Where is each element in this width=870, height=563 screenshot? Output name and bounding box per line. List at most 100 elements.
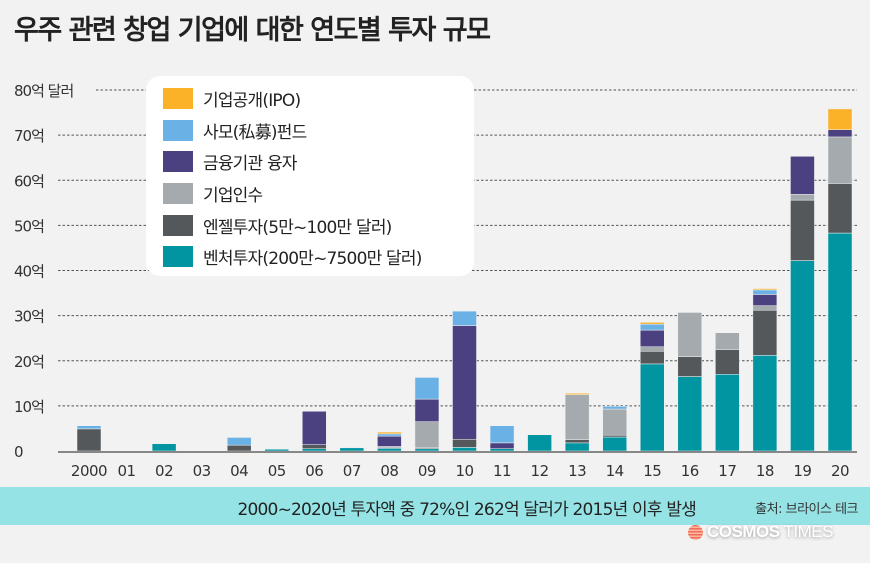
- bar-stack-20: [827, 108, 853, 452]
- legend-label: 기업공개(IPO): [203, 90, 301, 111]
- bar-segment: [752, 289, 778, 295]
- bar-segment: [677, 376, 703, 452]
- legend-label: 사모(私募)펀드: [203, 122, 307, 143]
- bar-segment: [452, 447, 477, 452]
- bar-segment: [602, 434, 627, 438]
- source-credit: 출처: 브라이스 테크: [755, 502, 858, 517]
- bar-segment: [640, 323, 665, 331]
- legend-item-private-fund: 사모(私募)펀드: [163, 117, 307, 143]
- bar-segment: [752, 355, 778, 452]
- bar-segment: [790, 199, 815, 261]
- bar-segment: [602, 408, 627, 436]
- logo-bold: COSMOS: [707, 522, 780, 541]
- bar-segment: [489, 442, 515, 449]
- bar-segment: [489, 425, 515, 444]
- legend: 기업공개(IPO) 사모(私募)펀드 금융기관 융자 기업인수 엔젤투자(5만~…: [146, 76, 474, 276]
- x-tick-label: 15: [643, 462, 661, 480]
- y-tick-label: 60억: [14, 172, 44, 190]
- x-tick-label: 2000: [71, 462, 107, 480]
- bar-segment: [527, 434, 552, 452]
- legend-swatch: [163, 119, 193, 141]
- bar-segment: [339, 447, 365, 452]
- summary-banner: 2000~2020년 투자액 중 72%인 262억 달러가 2015년 이후 …: [0, 487, 870, 525]
- x-tick-label: 13: [568, 462, 586, 480]
- bar-segment: [226, 437, 252, 446]
- y-tick-label: 80억 달러: [14, 82, 73, 100]
- cosmos-times-logo: COSMOS TIMES: [688, 522, 833, 542]
- bar-stack-11: [489, 425, 515, 452]
- bar-stack-12: [527, 434, 552, 452]
- bar-segment: [302, 411, 327, 445]
- bar-segment: [414, 421, 440, 449]
- bar-stack-17: [715, 332, 740, 452]
- bar-segment: [752, 288, 778, 291]
- bar-stack-02: [151, 443, 177, 452]
- bar-stack-14: [602, 406, 627, 452]
- bar-segment: [827, 232, 853, 452]
- logo-thin: TIMES: [779, 522, 833, 541]
- bar-segment: [564, 394, 590, 440]
- legend-label: 벤처투자(200만~7500만 달러): [203, 248, 422, 269]
- bar-stack-06: [302, 411, 327, 452]
- legend-item-venture: 벤처투자(200만~7500만 달러): [163, 243, 422, 269]
- chart-title: 우주 관련 창업 기업에 대한 연도별 투자 규모: [14, 15, 491, 46]
- x-tick-label: 07: [343, 462, 361, 480]
- bar-segment: [752, 305, 778, 311]
- bar-segment: [640, 346, 665, 352]
- legend-item-bank-loan: 금융기관 융자: [163, 148, 297, 174]
- x-tick-label: 03: [193, 462, 211, 480]
- bar-stack-13: [564, 392, 590, 452]
- bar-stack-18: [752, 288, 778, 452]
- stacked-bar-chart: 0 10억 20억 30억 40억 50억 60억 70억 80억 달러 2000 01 02 03 0…: [14, 82, 857, 480]
- bar-segment: [151, 443, 177, 452]
- bar-segment: [564, 442, 590, 452]
- bar-segment: [264, 448, 289, 452]
- bar-segment: [827, 136, 853, 184]
- bar-segment: [715, 349, 740, 375]
- bar-segment: [640, 363, 665, 452]
- x-tick-label: 12: [531, 462, 549, 480]
- legend-swatch: [163, 150, 193, 172]
- x-tick-label: 20: [831, 462, 849, 480]
- bar-stack-10: [452, 310, 477, 452]
- x-tick-label: 09: [418, 462, 436, 480]
- x-tick-label: 16: [681, 462, 699, 480]
- bar-stack-07: [339, 447, 365, 452]
- legend-swatch: [163, 87, 193, 109]
- bar-segment: [602, 436, 627, 452]
- bar-segment: [226, 444, 252, 452]
- y-tick-label: 70억: [14, 127, 44, 145]
- bar-segment: [677, 356, 703, 377]
- bar-segment: [790, 156, 815, 195]
- bar-segment: [489, 448, 515, 452]
- bar-segment: [452, 310, 477, 326]
- bar-stack-16: [677, 312, 703, 452]
- x-tick-label: 01: [118, 462, 136, 480]
- bar-stack-04: [226, 437, 252, 452]
- legend-swatch: [163, 245, 193, 267]
- logo-text: COSMOS TIMES: [707, 522, 833, 542]
- bar-segment: [76, 428, 102, 452]
- bar-segment: [640, 351, 665, 365]
- bar-segment: [452, 325, 477, 440]
- legend-label: 기업인수: [203, 185, 263, 206]
- bar-segment: [564, 439, 590, 444]
- x-tick-label: 02: [155, 462, 173, 480]
- x-tick-label: 18: [756, 462, 774, 480]
- x-tick-label: 14: [606, 462, 624, 480]
- bar-stack-19: [790, 156, 815, 452]
- bar-segment: [790, 260, 815, 452]
- y-axis-ticks: 0 10억 20억 30억 40억 50억 60억 70억 80억 달러: [14, 82, 74, 461]
- bar-segment: [377, 435, 402, 447]
- bar-segment: [827, 183, 853, 234]
- bar-segment: [827, 108, 853, 130]
- bar-segment: [715, 374, 740, 452]
- bar-segment: [677, 312, 703, 357]
- bar-stack-15: [640, 322, 665, 452]
- bar-segment: [76, 425, 102, 430]
- bar-segment: [827, 129, 853, 138]
- x-tick-label: 08: [380, 462, 398, 480]
- bar-segment: [790, 193, 815, 201]
- x-tick-label: 11: [493, 462, 511, 480]
- bar-segment: [640, 329, 665, 348]
